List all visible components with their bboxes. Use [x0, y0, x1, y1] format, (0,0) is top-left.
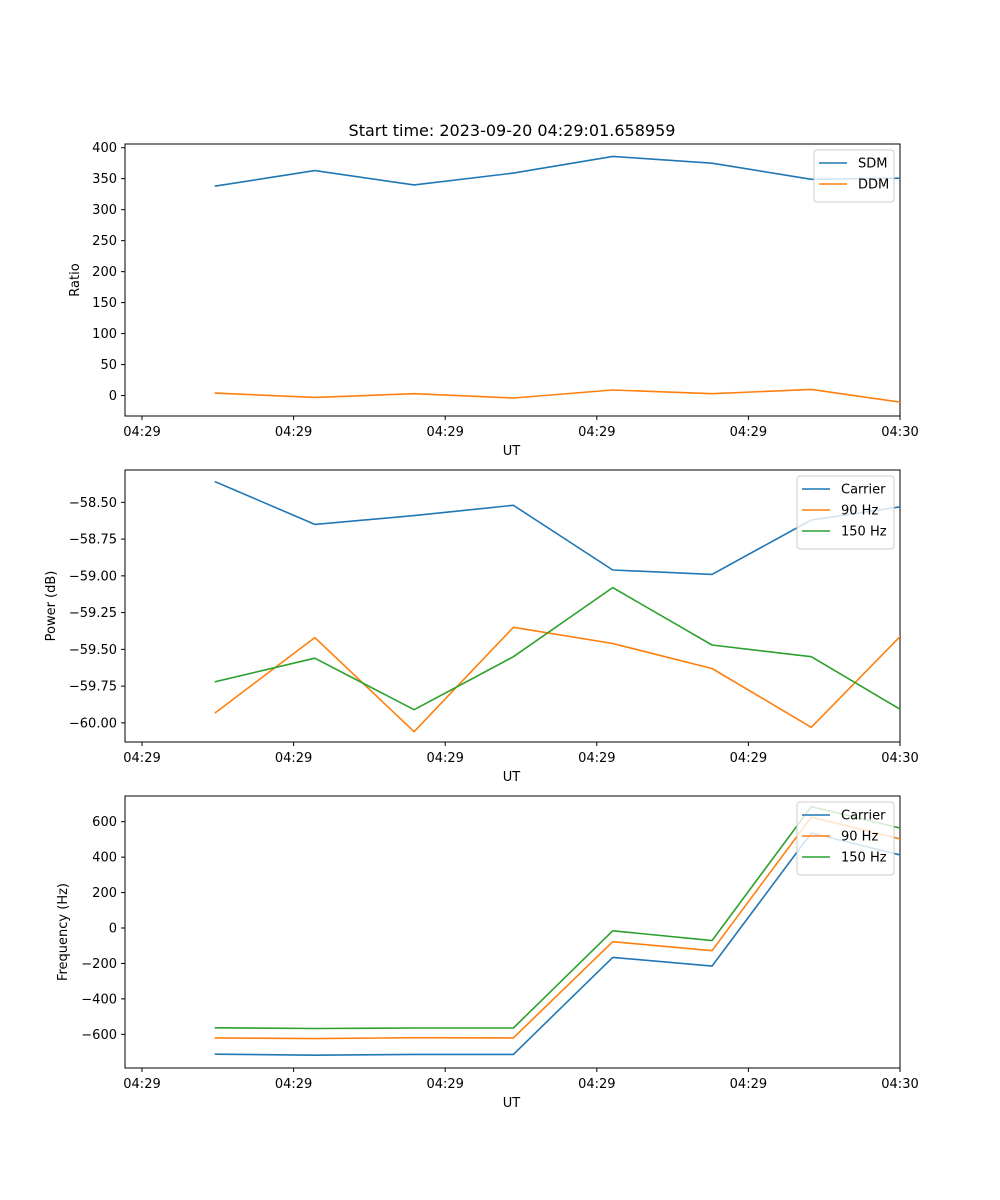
chart2-y-tick-label: −59.50	[69, 643, 117, 658]
chart2-y-tick-label: −58.75	[69, 533, 117, 548]
chart1-y-tick-label: 100	[92, 327, 117, 342]
chart1-legend-label: SDM	[858, 157, 887, 172]
chart2-y-tick-label: −58.50	[69, 496, 117, 511]
chart2-series-carrier	[214, 480, 900, 576]
chart3-y-tick-label: 400	[92, 851, 117, 866]
chart2-axes-frame	[124, 469, 901, 743]
chart2-x-tick-label: 04:29	[730, 751, 767, 766]
chart2-x-tick-label: 04:29	[578, 751, 615, 766]
chart1-y-tick-label: 350	[92, 172, 117, 187]
chart3-x-axis-label: UT	[503, 1096, 521, 1111]
chart1-y-tick-label: 50	[100, 358, 117, 373]
chart1-x-tick-label: 04:29	[578, 425, 615, 440]
chart3-x-tick-label: 04:29	[123, 1077, 160, 1092]
chart3-x-tick-label: 04:30	[881, 1077, 918, 1092]
power-panel: 04:29 04:29 04:29 04:29 04:29 04:30 −60.00 −59.…	[44, 469, 919, 785]
chart2-x-tick-label: 04:29	[275, 751, 312, 766]
chart2-legend-label: 90 Hz	[841, 504, 878, 519]
chart2-series-90-hz	[214, 626, 900, 733]
chart2-legend-label: Carrier	[841, 483, 886, 498]
chart3-y-tick-label: 600	[92, 815, 117, 830]
chart3-legend-label: 90 Hz	[841, 830, 878, 845]
chart3-y-tick-label: −600	[81, 1028, 117, 1043]
chart2-legend-label: 150 Hz	[841, 525, 887, 540]
chart1-y-tick-label: 200	[92, 265, 117, 280]
chart1-x-tick-label: 04:29	[275, 425, 312, 440]
ratio-panel: 04:29 04:29 04:29 04:29 04:29 04:30 0 50 100 150 2…	[68, 141, 919, 459]
chart3-y-axis-label: Frequency (Hz)	[56, 883, 71, 981]
chart3-y-tick-label: −400	[81, 992, 117, 1007]
chart2-y-tick-label: −59.00	[69, 569, 117, 584]
chart3-legend-label: Carrier	[841, 809, 886, 824]
chart3-x-tick-label: 04:29	[426, 1077, 463, 1092]
chart3-legend: Carrier 90 Hz 150 Hz	[796, 801, 895, 876]
chart2-y-tick-label: −60.00	[69, 716, 117, 731]
chart3-y-tick-label: 200	[92, 886, 117, 901]
chart2-legend: Carrier 90 Hz 150 Hz	[796, 475, 895, 550]
chart1-x-tick-label: 04:29	[123, 425, 160, 440]
chart2-x-tick-label: 04:29	[426, 751, 463, 766]
chart1-series-ddm	[214, 388, 900, 403]
chart3-series-150-hz	[214, 805, 900, 1030]
chart1-x-tick-label: 04:29	[730, 425, 767, 440]
chart1-y-axis-label: Ratio	[68, 263, 83, 296]
chart2-y-tick-label: −59.25	[69, 606, 117, 621]
chart3-legend-label: 150 Hz	[841, 851, 887, 866]
chart1-y-tick-label: 0	[109, 389, 117, 404]
chart3-x-tick-label: 04:29	[578, 1077, 615, 1092]
chart3-y-tick-label: 0	[109, 922, 117, 937]
chart2-y-axis-label: Power (dB)	[44, 571, 59, 642]
chart2-y-tick-label: −59.75	[69, 680, 117, 695]
chart2-series-150-hz	[214, 586, 900, 711]
chart3-y-tick-label: −200	[81, 957, 117, 972]
chart3-x-tick-label: 04:29	[275, 1077, 312, 1092]
chart3-series-carrier	[214, 832, 900, 1056]
chart1-y-tick-label: 400	[92, 141, 117, 156]
chart1-series-sdm	[214, 155, 900, 188]
chart-title: Start time: 2023-09-20 04:29:01.658959	[349, 121, 676, 140]
chart2-x-axis-label: UT	[503, 770, 521, 785]
chart1-axes-frame	[124, 143, 901, 417]
chart3-x-tick-label: 04:29	[730, 1077, 767, 1092]
chart1-x-axis-label: UT	[503, 444, 521, 459]
chart2-x-tick-label: 04:29	[123, 751, 160, 766]
frequency-panel: 04:29 04:29 04:29 04:29 04:29 04:30 −600 −400 −2…	[56, 795, 919, 1111]
chart1-y-tick-label: 250	[92, 234, 117, 249]
chart3-series-90-hz	[214, 816, 900, 1040]
chart1-x-tick-label: 04:30	[881, 425, 918, 440]
chart3-axes-frame	[124, 795, 901, 1069]
chart1-x-tick-label: 04:29	[426, 425, 463, 440]
chart1-y-tick-label: 300	[92, 203, 117, 218]
chart1-y-tick-label: 150	[92, 296, 117, 311]
chart1-legend: SDM DDM	[813, 149, 895, 203]
chart2-x-tick-label: 04:30	[881, 751, 918, 766]
chart1-legend-label: DDM	[858, 178, 889, 193]
